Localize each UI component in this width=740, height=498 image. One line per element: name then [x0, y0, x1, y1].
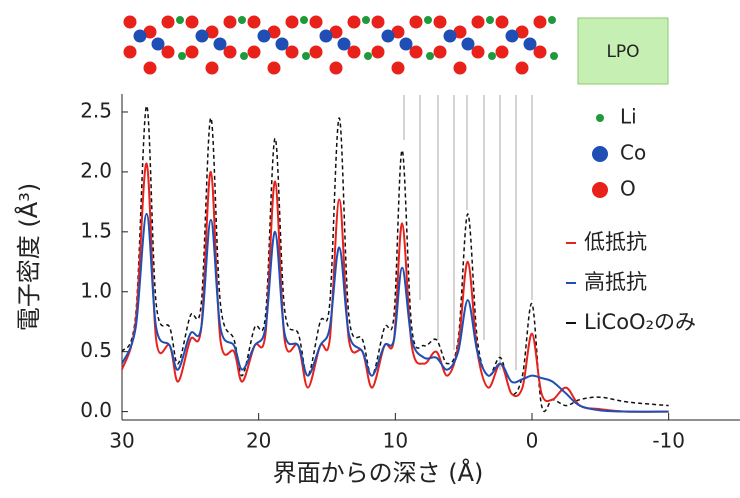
atom: [444, 30, 457, 43]
atom-legend-label: Co: [620, 141, 646, 165]
atom: [152, 38, 165, 51]
atom: [516, 62, 529, 75]
atom-legend-marker: [596, 114, 604, 122]
y-tick-label: 0.5: [80, 338, 112, 362]
atom: [134, 30, 147, 43]
y-tick-label: 1.5: [80, 218, 112, 242]
y-tick-label: 2.5: [80, 98, 112, 122]
crystal-structure: [124, 16, 559, 75]
atom: [534, 16, 547, 29]
atom: [434, 46, 447, 59]
atom: [248, 16, 261, 29]
atom: [382, 30, 395, 43]
atom: [186, 46, 199, 59]
atom: [506, 30, 519, 43]
legend-label: 高抵抗: [584, 270, 647, 294]
atom: [124, 46, 137, 59]
atom: [196, 30, 209, 43]
atom: [248, 46, 261, 59]
x-tick-label: -10: [652, 429, 685, 453]
atom: [472, 16, 485, 29]
legend-label: LiCoO₂のみ: [584, 310, 696, 334]
atom: [462, 38, 475, 51]
atom-legend-marker: [592, 146, 608, 162]
atom: [144, 62, 157, 75]
atom: [224, 16, 237, 29]
y-tick-label: 0.0: [80, 398, 112, 422]
legend-label: 低抵抗: [584, 230, 647, 254]
atom: [186, 16, 199, 29]
atom: [330, 62, 343, 75]
atom: [162, 16, 175, 29]
atom-legend-marker: [592, 182, 608, 198]
atom: [486, 16, 494, 24]
atom: [258, 30, 271, 43]
lpo-label: LPO: [606, 42, 639, 62]
atom: [424, 16, 432, 24]
x-tick-label: 0: [526, 429, 539, 453]
atom: [124, 16, 137, 29]
atom: [400, 38, 413, 51]
atom: [240, 52, 248, 60]
atom: [176, 16, 184, 24]
atom: [302, 52, 310, 60]
atom: [362, 16, 370, 24]
y-tick-label: 1.0: [80, 278, 112, 302]
x-tick-label: 30: [109, 429, 134, 453]
atom: [434, 16, 447, 29]
chart: LPO 界面からの深さ (Å) 電子密度 (Å³) 0.0 0.5 1.0 1.5 2.…: [0, 0, 740, 498]
y-axis-label: 電子密度 (Å³): [14, 183, 43, 331]
atom: [206, 62, 219, 75]
atom: [392, 62, 405, 75]
atom: [338, 38, 351, 51]
atom: [548, 16, 556, 24]
atom-legend-label: Li: [620, 105, 637, 129]
atom: [550, 52, 558, 60]
atom: [524, 38, 537, 51]
atom: [364, 52, 372, 60]
x-tick-label: 10: [383, 429, 408, 453]
atom: [372, 46, 385, 59]
atom: [372, 16, 385, 29]
x-axis-label: 界面からの深さ (Å): [273, 458, 484, 487]
atom: [496, 16, 509, 29]
atom: [276, 38, 289, 51]
guide-lines: [404, 95, 532, 370]
series-line: [122, 106, 669, 411]
atom: [238, 16, 246, 24]
atom: [410, 16, 423, 29]
atom: [496, 46, 509, 59]
atom: [348, 16, 361, 29]
atom: [286, 16, 299, 29]
atom-legend-label: O: [620, 177, 636, 201]
atom: [178, 52, 186, 60]
atom: [214, 38, 227, 51]
atom: [310, 46, 323, 59]
atom: [488, 52, 496, 60]
atom: [320, 30, 333, 43]
atom: [426, 52, 434, 60]
atom: [268, 62, 281, 75]
x-tick-label: 20: [246, 429, 271, 453]
atom: [454, 62, 467, 75]
y-tick-label: 2.0: [80, 158, 112, 182]
atom: [300, 16, 308, 24]
atom: [310, 16, 323, 29]
